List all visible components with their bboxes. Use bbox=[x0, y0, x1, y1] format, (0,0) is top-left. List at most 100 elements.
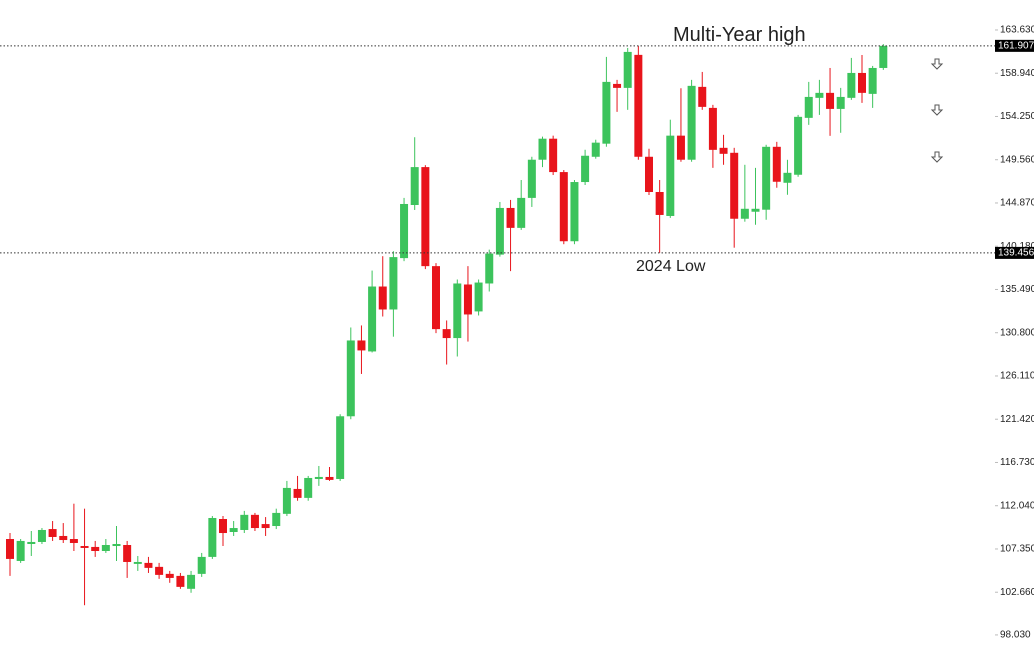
candle-body bbox=[751, 208, 760, 212]
candle-body bbox=[591, 142, 600, 157]
candle-body bbox=[485, 253, 494, 284]
y-tick-label: 163.630 bbox=[1000, 25, 1034, 36]
candle-body bbox=[229, 528, 238, 533]
candle-body bbox=[133, 561, 142, 564]
y-tick-label: 107.350 bbox=[1000, 544, 1034, 555]
candle-body bbox=[804, 96, 813, 118]
candle-body bbox=[346, 340, 355, 417]
candle-body bbox=[410, 167, 419, 206]
arrow-icon bbox=[930, 151, 944, 163]
candle-body bbox=[293, 488, 302, 498]
candle-body bbox=[815, 92, 824, 98]
candle-body bbox=[400, 203, 409, 259]
y-tick-label: 144.870 bbox=[1000, 198, 1034, 209]
candle-body bbox=[613, 83, 622, 88]
candle-body bbox=[474, 282, 483, 312]
candle-body bbox=[101, 545, 110, 552]
candle-body bbox=[187, 574, 196, 589]
arrow-icons bbox=[930, 58, 944, 163]
y-tick-label: 130.800 bbox=[1000, 327, 1034, 338]
candle-body bbox=[698, 86, 707, 107]
candle-body bbox=[69, 539, 78, 543]
candle-body bbox=[261, 524, 270, 529]
candle-body bbox=[219, 519, 227, 534]
candle-body bbox=[538, 138, 547, 160]
candle-body bbox=[453, 283, 462, 339]
candle-body bbox=[495, 207, 504, 255]
candle-body bbox=[80, 546, 89, 548]
candle-body bbox=[123, 545, 132, 562]
candle-body bbox=[6, 539, 14, 559]
candle-body bbox=[676, 135, 685, 160]
candle-body bbox=[868, 67, 877, 94]
candle-body bbox=[59, 535, 68, 541]
annotation: 2024 Low bbox=[636, 258, 706, 275]
candle-body bbox=[549, 138, 558, 173]
arrow-icon bbox=[930, 58, 944, 70]
candle-body bbox=[27, 541, 36, 544]
candle-body bbox=[559, 172, 568, 242]
candle-body bbox=[282, 487, 291, 514]
candle-body bbox=[634, 54, 643, 157]
candle-body bbox=[708, 107, 717, 150]
candle-body bbox=[37, 529, 46, 542]
candle-body bbox=[687, 85, 696, 160]
candle-body bbox=[602, 81, 611, 144]
level-label: 139.456 bbox=[998, 248, 1034, 259]
candle-body bbox=[570, 182, 579, 242]
candle-body bbox=[858, 72, 866, 93]
y-tick-label: 135.490 bbox=[1000, 284, 1034, 295]
y-tick-label: 149.560 bbox=[1000, 154, 1034, 165]
candle-body bbox=[240, 514, 249, 530]
y-tick-label: 140.180 bbox=[1000, 241, 1034, 252]
candle-body bbox=[16, 540, 25, 561]
candle-body bbox=[730, 152, 739, 219]
candle-body bbox=[357, 340, 366, 351]
candle-body bbox=[581, 155, 590, 183]
arrow-icon bbox=[930, 104, 944, 116]
candle-body bbox=[740, 208, 749, 219]
candle-body bbox=[91, 546, 100, 552]
candle-body bbox=[719, 147, 728, 154]
candle-body bbox=[506, 207, 515, 228]
y-tick-label: 121.420 bbox=[1000, 414, 1034, 425]
level-label: 161.907 bbox=[998, 41, 1034, 52]
candle-body bbox=[378, 286, 387, 310]
y-tick-label: 102.660 bbox=[1000, 587, 1034, 598]
candle-body bbox=[368, 286, 377, 352]
y-tick-label: 98.030 bbox=[1000, 630, 1031, 641]
level-box bbox=[995, 39, 1034, 52]
candle-body bbox=[197, 556, 206, 574]
candle-body bbox=[325, 476, 334, 480]
candle-body bbox=[463, 284, 472, 315]
candle-body bbox=[847, 72, 856, 98]
candle-body bbox=[176, 575, 185, 587]
candle-body bbox=[762, 146, 771, 210]
candle-body bbox=[336, 416, 345, 479]
candle-body bbox=[772, 146, 781, 182]
y-tick-label: 154.250 bbox=[1000, 111, 1034, 122]
candle-body bbox=[304, 477, 313, 498]
level-box bbox=[995, 246, 1034, 259]
candle-body bbox=[208, 517, 217, 557]
annotation: Multi-Year high bbox=[673, 24, 806, 46]
candle-body bbox=[272, 512, 281, 527]
candle-body bbox=[517, 197, 526, 228]
candle-body bbox=[155, 566, 164, 575]
candle-body bbox=[783, 172, 792, 183]
candle-body bbox=[48, 529, 57, 537]
candle-body bbox=[165, 573, 174, 578]
candle-body bbox=[432, 266, 440, 330]
candle-body bbox=[836, 96, 845, 109]
candle-body bbox=[314, 476, 323, 479]
candle-body bbox=[250, 514, 259, 529]
candle-body bbox=[655, 191, 664, 215]
candle-body bbox=[112, 543, 121, 547]
y-tick-label: 116.730 bbox=[1000, 457, 1034, 468]
candle-body bbox=[144, 562, 153, 568]
candle-body bbox=[645, 156, 653, 192]
candle-body bbox=[527, 159, 536, 198]
candle-body bbox=[826, 92, 835, 109]
candle-body bbox=[879, 45, 888, 68]
